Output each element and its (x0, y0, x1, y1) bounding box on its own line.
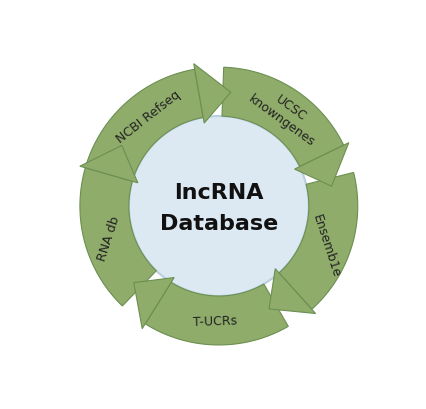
Text: lncRNA: lncRNA (174, 182, 263, 202)
Polygon shape (80, 146, 138, 183)
Polygon shape (278, 173, 357, 310)
Polygon shape (222, 68, 343, 167)
Circle shape (129, 117, 308, 296)
Polygon shape (268, 269, 315, 314)
Polygon shape (294, 143, 348, 187)
Polygon shape (193, 65, 230, 124)
Text: Database: Database (159, 214, 277, 234)
Polygon shape (133, 278, 174, 329)
Text: Ensemb1e: Ensemb1e (309, 212, 342, 279)
Text: T-UCRs: T-UCRs (192, 313, 236, 328)
Polygon shape (145, 283, 288, 345)
Text: UCSC
knowngenes: UCSC knowngenes (245, 80, 325, 148)
Polygon shape (86, 70, 203, 179)
Text: RNA db: RNA db (95, 214, 122, 262)
Polygon shape (80, 169, 156, 306)
Text: NCBI Refseq: NCBI Refseq (114, 88, 182, 145)
